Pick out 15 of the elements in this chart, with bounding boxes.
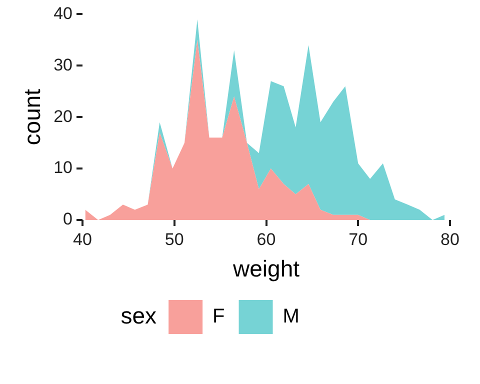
- legend-label: M: [282, 306, 300, 328]
- y-tick-label: 10: [54, 158, 73, 178]
- x-tick-label: 40: [73, 230, 92, 249]
- x-tick-label: 50: [164, 230, 184, 249]
- x-tick-label: 80: [440, 230, 460, 249]
- legend-label: F: [212, 306, 225, 328]
- y-axis-title: count: [19, 88, 46, 146]
- legend-title: sex: [120, 302, 158, 328]
- x-axis-title: weight: [232, 256, 300, 282]
- x-tick-label: 70: [348, 230, 368, 249]
- y-tick-label: 40: [54, 4, 73, 23]
- y-tick-label: 0: [63, 210, 73, 229]
- y-tick-label: 20: [54, 106, 73, 126]
- y-tick-label: 30: [54, 55, 73, 74]
- x-tick-label: 60: [256, 230, 276, 249]
